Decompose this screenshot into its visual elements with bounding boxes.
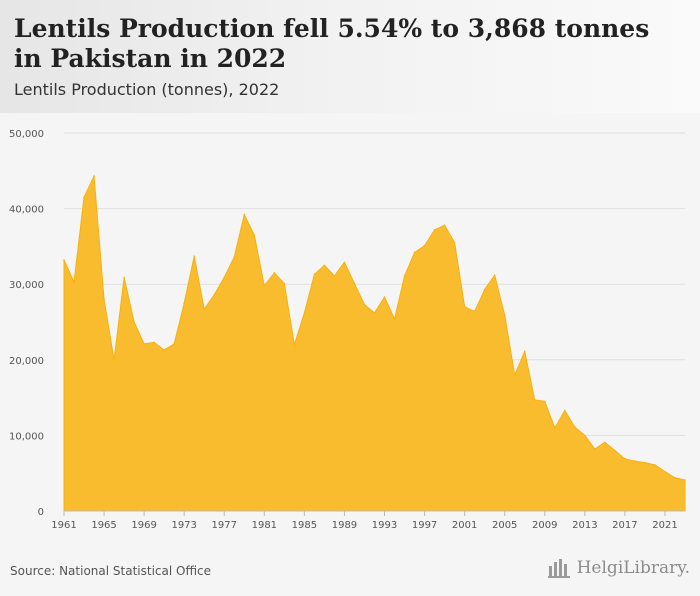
y-tick-label: 40,000 [9,205,44,216]
x-tick-label: 1997 [412,520,437,528]
data-point [634,460,636,462]
data-point [133,321,135,323]
data-point [473,310,476,313]
data-point [73,281,75,283]
x-tick-label: 2001 [452,520,477,528]
data-point [153,341,155,344]
data-point [63,259,65,261]
data-point [223,276,226,279]
data-point [103,298,105,301]
x-tick-label: 2005 [492,520,517,528]
data-point [604,441,606,444]
x-tick-label: 1985 [292,520,317,528]
data-point [323,264,326,267]
data-point [433,228,436,231]
data-point [614,449,616,452]
chart-subtitle: Lentils Production (tonnes), 2022 [14,80,280,99]
data-point [584,434,586,437]
x-tick-label: 1977 [212,520,237,528]
data-point [513,374,516,376]
y-tick-label: 20,000 [9,356,44,367]
data-point [493,274,496,276]
data-point [543,400,546,403]
x-tick-label: 1973 [171,520,196,528]
data-point [263,284,266,287]
area-chart: 0 10,000 20,000 30,000 40,000 50,000 1961 1965 1… [9,129,686,528]
source-note: Source: National Statistical Office [10,564,212,578]
y-tick-label: 10,000 [9,431,44,442]
data-point [233,256,236,258]
data-point [373,312,376,314]
data-point [654,464,656,466]
data-point [343,261,346,264]
x-tick-label: 2013 [572,520,597,528]
x-tick-label: 1989 [332,520,357,528]
data-point [123,276,125,279]
data-point [483,288,486,291]
data-point [664,470,666,473]
data-point [463,306,466,308]
x-tick-label: 2009 [532,520,557,528]
data-point [503,314,506,316]
data-point [203,308,206,310]
data-point [213,293,216,296]
data-point [243,213,246,216]
x-tick-label: 2021 [652,520,677,528]
data-point [93,175,95,177]
data-point [423,244,426,247]
data-point [83,196,85,199]
data-point [353,282,356,285]
data-point [644,461,646,464]
data-point [273,272,276,274]
x-tick-label: 1981 [252,520,277,528]
data-point [564,409,566,412]
data-point [163,349,165,351]
x-tick-label: 1961 [51,520,76,528]
y-tick-label: 0 [38,507,44,518]
data-point [574,426,576,428]
chart-title: Lentils Production fell 5.54% to 3,868 t… [14,14,650,73]
data-point [303,312,306,314]
data-point [413,251,416,254]
data-point [173,343,175,345]
logo-text: HelgiLibrary. [576,558,690,578]
data-point [333,275,336,277]
data-point [253,234,256,236]
data-point [624,458,626,460]
helgi-library-logo: HelgiLibrary. [547,558,690,578]
x-tick-label: 2017 [612,520,637,528]
data-point [594,448,596,450]
x-tick-label: 1993 [372,520,397,528]
data-point [283,282,286,285]
library-building-icon [547,559,570,578]
x-tick-label: 1965 [91,520,116,528]
data-point [533,399,536,401]
data-point [403,275,406,277]
data-point [113,359,115,361]
data-point [443,224,446,227]
chart-header: Lentils Production fell 5.54% to 3,868 t… [0,0,700,113]
data-point [393,318,396,320]
series-area [63,174,686,512]
data-point [684,479,686,481]
data-point [553,427,556,429]
data-point [363,303,366,306]
data-point [453,241,456,244]
data-point [313,273,316,276]
data-point [383,296,386,298]
y-tick-label: 30,000 [9,280,44,291]
data-point [674,476,676,479]
data-point [143,343,145,345]
data-point [183,302,185,304]
y-tick-label: 50,000 [9,129,44,140]
data-point [523,350,526,353]
data-point [293,343,296,346]
data-point [193,255,196,258]
x-tick-label: 1969 [131,520,156,528]
